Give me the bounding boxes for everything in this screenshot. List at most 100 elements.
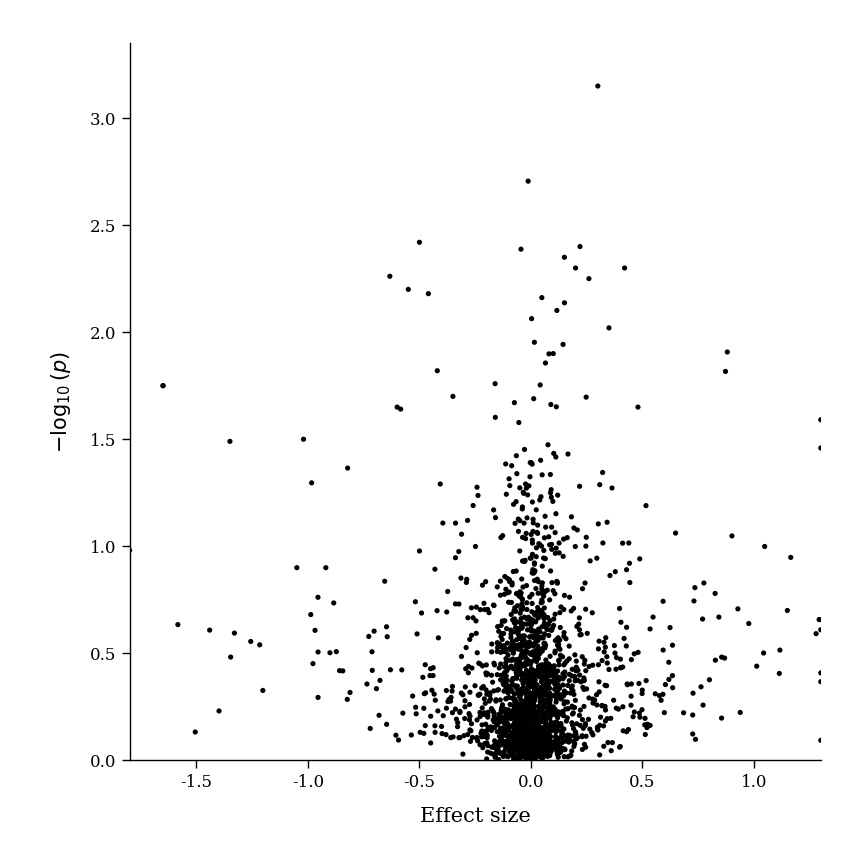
Point xyxy=(518,729,531,743)
Point xyxy=(648,687,662,701)
Point xyxy=(549,645,562,658)
Point xyxy=(539,664,553,678)
Point xyxy=(548,720,562,734)
Point xyxy=(569,674,582,688)
Point xyxy=(548,720,562,734)
Point xyxy=(547,447,561,461)
Point xyxy=(520,746,534,759)
Point xyxy=(533,745,547,759)
Point xyxy=(487,658,501,672)
Point xyxy=(527,718,541,732)
Point xyxy=(613,652,627,666)
Point xyxy=(519,644,533,658)
Point xyxy=(575,627,588,641)
Point xyxy=(507,712,521,726)
Point xyxy=(639,499,653,512)
Point xyxy=(500,728,514,742)
Point xyxy=(444,690,458,704)
Point xyxy=(506,498,520,511)
Point xyxy=(566,707,580,721)
Point xyxy=(525,703,539,717)
Point xyxy=(556,723,569,737)
Point xyxy=(507,700,521,714)
Point xyxy=(654,694,668,708)
Point xyxy=(520,690,534,704)
Point xyxy=(461,513,474,527)
Point xyxy=(506,749,520,763)
Point xyxy=(618,261,632,275)
Point xyxy=(523,689,537,702)
Point xyxy=(519,731,533,745)
Point xyxy=(493,575,507,588)
Point xyxy=(524,738,538,752)
Point xyxy=(537,713,550,727)
Point xyxy=(509,605,523,619)
Point xyxy=(518,670,532,684)
Point xyxy=(521,734,535,748)
Point xyxy=(577,700,591,714)
Point xyxy=(516,726,530,740)
Point xyxy=(591,722,605,736)
Point xyxy=(511,720,524,734)
Point xyxy=(524,657,537,670)
Point xyxy=(534,664,548,677)
Point xyxy=(534,454,548,467)
Point xyxy=(497,726,511,740)
Point xyxy=(544,663,558,677)
Point xyxy=(253,638,267,651)
Point xyxy=(521,716,535,730)
Point xyxy=(481,708,495,722)
Point xyxy=(487,599,501,613)
Point xyxy=(533,750,547,764)
Point xyxy=(814,613,828,626)
Point xyxy=(496,736,510,750)
Point xyxy=(525,727,539,740)
Point xyxy=(569,717,583,731)
Point xyxy=(532,748,546,762)
Point xyxy=(363,721,377,735)
Point xyxy=(514,612,528,626)
Point xyxy=(396,706,410,720)
Point xyxy=(537,637,551,651)
Point xyxy=(515,744,529,758)
Point xyxy=(480,602,494,616)
Point xyxy=(471,734,485,747)
Point xyxy=(525,709,539,723)
Point xyxy=(556,550,570,563)
Point xyxy=(538,688,552,702)
Point xyxy=(480,736,493,750)
Point xyxy=(507,396,521,410)
Point xyxy=(507,692,521,706)
Point xyxy=(696,613,709,626)
Point xyxy=(557,686,571,700)
Point xyxy=(507,662,521,676)
Point xyxy=(528,730,542,744)
Point xyxy=(514,617,528,631)
Point xyxy=(459,680,473,694)
Point xyxy=(499,692,512,706)
Point xyxy=(656,594,670,608)
Point xyxy=(529,644,543,658)
Point xyxy=(524,647,537,661)
Point xyxy=(518,732,532,746)
Point xyxy=(305,476,319,490)
Point xyxy=(544,739,558,753)
Point xyxy=(463,685,477,699)
Point xyxy=(480,745,494,759)
Point xyxy=(552,746,566,760)
Point xyxy=(514,621,528,635)
Point xyxy=(519,738,533,752)
Point xyxy=(582,272,596,286)
Point xyxy=(308,624,322,638)
Point xyxy=(575,581,589,595)
Point xyxy=(578,576,592,590)
Point xyxy=(404,728,418,742)
Point xyxy=(687,594,701,608)
Point xyxy=(516,702,530,715)
Point xyxy=(534,732,548,746)
Point xyxy=(529,635,543,649)
Point xyxy=(530,745,544,759)
Point xyxy=(549,715,562,729)
Point xyxy=(499,726,512,740)
Point xyxy=(551,707,565,721)
